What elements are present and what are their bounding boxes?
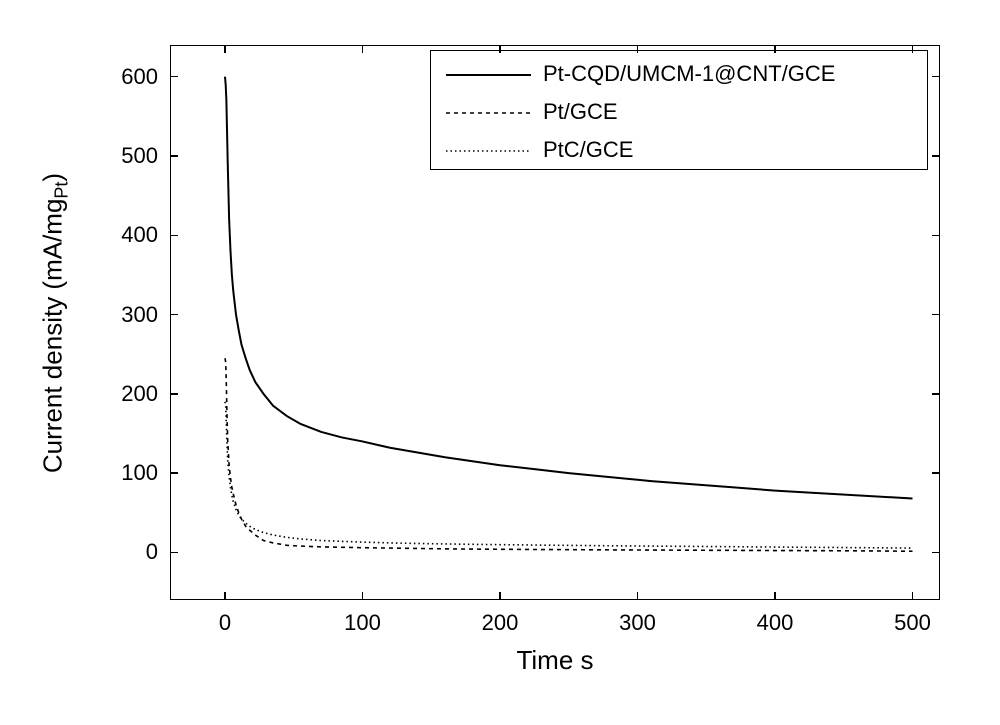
series-s3 (225, 402, 913, 548)
legend-label-s2: Pt/GCE (543, 99, 618, 125)
x-tick (499, 592, 501, 600)
x-tick (774, 592, 776, 600)
y-tick (170, 235, 178, 237)
y-tick-label: 0 (146, 539, 158, 565)
x-tick (637, 592, 639, 600)
y-tick-label: 400 (121, 222, 158, 248)
y-tick-right (932, 552, 940, 554)
x-tick-top (912, 45, 914, 53)
x-tick-label: 100 (344, 610, 381, 636)
y-axis-label: Current density (mA/mgPt) (37, 172, 72, 472)
y-tick-right (932, 314, 940, 316)
y-tick-right (932, 155, 940, 157)
x-tick-top (499, 45, 501, 53)
y-axis-label-main: Current density (mA/mg (37, 198, 67, 473)
x-tick (224, 592, 226, 600)
y-tick (170, 472, 178, 474)
y-tick (170, 155, 178, 157)
x-tick (362, 592, 364, 600)
y-tick-label: 200 (121, 381, 158, 407)
x-tick-top (224, 45, 226, 53)
figure: Current density (mA/mgPt) Time s Pt-CQD/… (0, 0, 1000, 725)
y-axis-label-sub: Pt (52, 181, 72, 198)
y-tick (170, 393, 178, 395)
x-tick-top (362, 45, 364, 53)
y-axis-label-tail: ) (37, 172, 67, 181)
series-s2 (225, 358, 913, 551)
y-tick-label: 100 (121, 460, 158, 486)
y-tick (170, 76, 178, 78)
x-tick-label: 200 (482, 610, 519, 636)
x-tick (912, 592, 914, 600)
x-tick-top (774, 45, 776, 53)
x-axis-label: Time s (516, 645, 593, 676)
y-tick (170, 552, 178, 554)
x-tick-label: 400 (757, 610, 794, 636)
y-tick-label: 500 (121, 143, 158, 169)
y-tick-right (932, 472, 940, 474)
x-tick-label: 300 (619, 610, 656, 636)
y-tick-right (932, 235, 940, 237)
y-tick-label: 600 (121, 64, 158, 90)
y-tick-right (932, 393, 940, 395)
y-tick (170, 314, 178, 316)
x-tick-label: 500 (894, 610, 931, 636)
legend-label-s3: PtC/GCE (543, 137, 633, 163)
y-tick-right (932, 76, 940, 78)
y-tick-label: 300 (121, 302, 158, 328)
legend: Pt-CQD/UMCM-1@CNT/GCE Pt/GCE PtC/GCE (430, 50, 928, 170)
x-tick-top (637, 45, 639, 53)
x-tick-label: 0 (219, 610, 231, 636)
legend-label-s1: Pt-CQD/UMCM-1@CNT/GCE (543, 61, 835, 87)
